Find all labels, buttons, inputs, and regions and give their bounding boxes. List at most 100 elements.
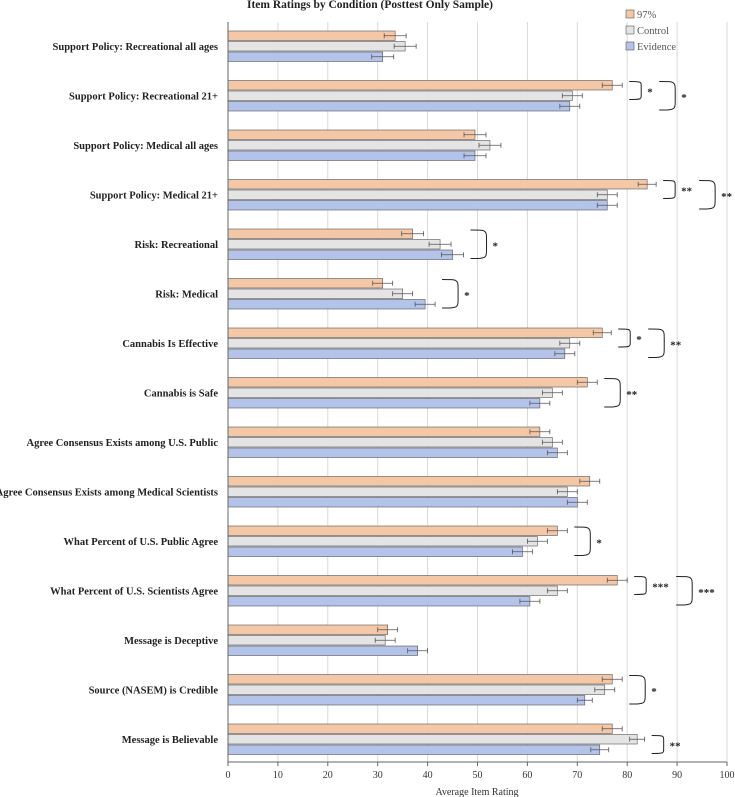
significance-label: * — [651, 686, 657, 698]
bar — [227, 437, 553, 448]
error-bar — [596, 202, 618, 208]
bar — [227, 30, 396, 41]
bar — [227, 525, 558, 536]
error-bar — [541, 439, 563, 445]
error-bar — [561, 93, 583, 99]
error-bar — [463, 132, 487, 138]
error-bar — [546, 450, 568, 456]
bar — [227, 398, 541, 409]
significance-markers: * *** ***** ******** ****** — [442, 81, 733, 754]
x-tick-label: 20 — [323, 770, 333, 781]
significance-bracket — [634, 576, 647, 595]
error-bar — [428, 241, 452, 247]
error-bar — [529, 400, 551, 406]
error-bar — [590, 747, 610, 753]
significance-bracket — [663, 180, 676, 199]
x-tick-label: 0 — [226, 770, 231, 781]
bar — [227, 684, 606, 695]
bar — [227, 288, 403, 299]
legend-label: Control — [637, 26, 669, 37]
error-bar — [407, 648, 429, 654]
category-label: Message is Believable — [122, 735, 219, 746]
error-bar — [383, 33, 407, 39]
significance-bracket — [651, 735, 665, 754]
significance-bracket — [648, 328, 665, 358]
error-bar — [541, 390, 563, 396]
bar — [227, 596, 531, 607]
significance-label: * — [596, 537, 602, 549]
bar — [227, 140, 491, 151]
legend-label: Evidence — [637, 42, 676, 53]
bar — [227, 51, 383, 62]
significance-label: *** — [652, 582, 669, 594]
category-label: Cannabis Is Effective — [122, 339, 218, 350]
error-bar — [374, 637, 396, 643]
bar — [227, 486, 568, 497]
error-bar — [463, 153, 487, 159]
x-tick-label: 70 — [572, 770, 582, 781]
error-bar — [527, 538, 548, 544]
bar — [227, 497, 578, 508]
error-bar — [519, 598, 541, 604]
significance-label: * — [493, 240, 499, 252]
bar — [227, 635, 386, 646]
error-bar — [601, 726, 623, 732]
bar — [227, 674, 613, 685]
significance-bracket — [470, 229, 488, 259]
bar — [227, 80, 613, 91]
category-label: Support Policy: Recreational all ages — [53, 42, 218, 53]
bar — [227, 585, 558, 596]
error-bar — [392, 291, 414, 297]
significance-label: * — [681, 92, 687, 104]
significance-label: ** — [626, 389, 638, 401]
error-bar — [637, 181, 657, 187]
error-bar — [596, 192, 618, 198]
bar — [227, 377, 588, 388]
x-tick-label: 50 — [473, 770, 483, 781]
x-tick-label: 60 — [522, 770, 532, 781]
bar — [227, 129, 476, 140]
legend: 97% Control Evidence — [625, 9, 676, 53]
bar — [227, 723, 613, 734]
error-bar — [629, 736, 646, 742]
bar — [227, 387, 553, 398]
bar — [227, 150, 476, 161]
significance-bracket — [618, 328, 631, 348]
category-label: Risk: Medical — [155, 289, 218, 300]
bar — [227, 41, 406, 52]
x-tick-label: 10 — [273, 770, 283, 781]
significance-bracket — [629, 675, 646, 705]
x-tick-label: 80 — [622, 770, 632, 781]
bar — [227, 179, 648, 190]
bar — [227, 101, 571, 112]
bar — [227, 299, 426, 310]
bar — [227, 327, 603, 338]
error-bar — [546, 528, 568, 534]
significance-bracket — [574, 526, 591, 556]
error-bar — [441, 252, 464, 258]
significance-bracket — [676, 576, 693, 606]
error-bar — [371, 54, 395, 60]
bar — [227, 338, 571, 349]
error-bar — [478, 142, 502, 148]
error-bar — [529, 429, 551, 435]
x-tick-label: 90 — [672, 770, 682, 781]
category-label: Support Policy: Medical 21+ — [90, 190, 218, 201]
error-bar — [401, 231, 425, 237]
legend-label: 97% — [637, 10, 657, 21]
legend-swatch — [625, 25, 635, 35]
error-bar — [576, 697, 593, 703]
significance-bracket — [442, 279, 459, 309]
error-bar — [576, 379, 598, 385]
error-bar — [592, 330, 612, 336]
category-label: Cannabis is Safe — [144, 388, 218, 399]
significance-label: ** — [670, 741, 682, 753]
chart-title: Item Ratings by Condition (Posttest Only… — [247, 0, 493, 11]
significance-bracket — [699, 180, 716, 210]
error-bar — [601, 82, 623, 88]
bar — [227, 426, 541, 437]
significance-label: * — [464, 290, 470, 302]
x-tick-label: 100 — [720, 770, 735, 781]
bar — [227, 90, 573, 101]
